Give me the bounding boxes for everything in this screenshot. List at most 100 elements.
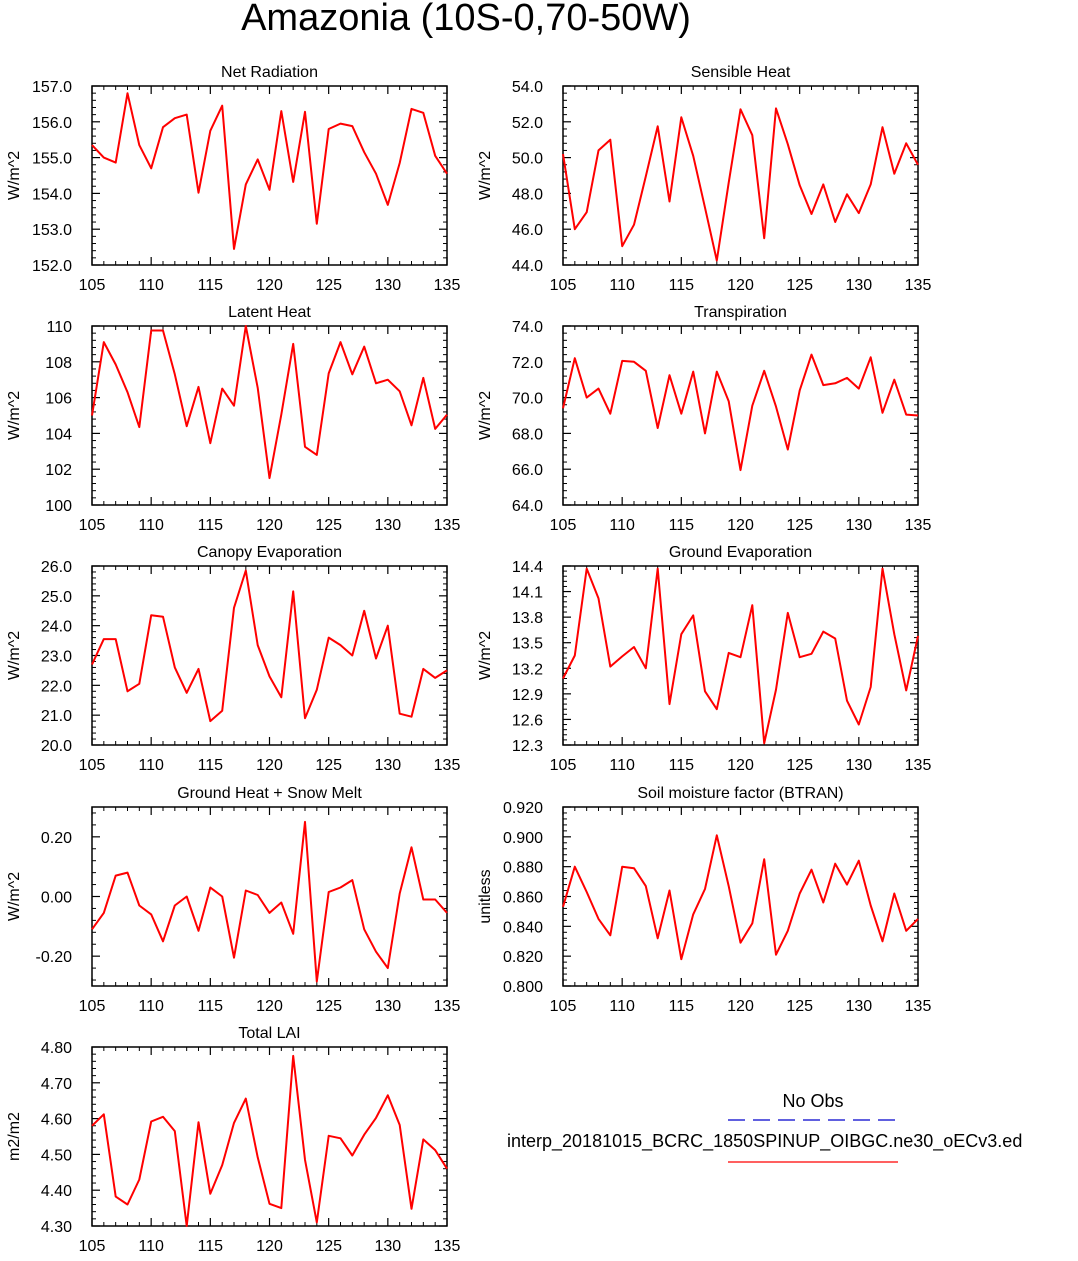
x-tick-label: 110 <box>138 757 164 774</box>
x-tick-label: 135 <box>434 757 461 774</box>
panel-title: Canopy Evaporation <box>197 544 342 561</box>
x-tick-label: 105 <box>79 757 106 774</box>
panel-7: Ground Heat + Snow Melt W/m^2 105 110 115 120… <box>6 785 460 1015</box>
y-axis-label: W/m^2 <box>6 872 23 921</box>
y-tick-label: 14.4 <box>512 559 543 576</box>
y-tick-label: 12.3 <box>512 738 543 755</box>
x-tick-label: 135 <box>905 757 932 774</box>
y-tick-label: 4.60 <box>41 1112 72 1129</box>
x-tick-label: 120 <box>256 517 283 534</box>
y-tick-label: 25.0 <box>41 589 72 606</box>
x-tick-label: 105 <box>79 998 106 1015</box>
y-tick-label: 0.880 <box>503 860 543 877</box>
x-tick-label: 130 <box>374 757 401 774</box>
series-line <box>562 353 919 472</box>
x-tick-label: 130 <box>845 757 872 774</box>
y-tick-label: 50.0 <box>512 151 543 168</box>
x-tick-label: 110 <box>609 277 635 294</box>
y-tick-label: 0.840 <box>503 919 543 936</box>
panel-title: Sensible Heat <box>691 64 791 81</box>
x-tick-label: 135 <box>905 517 932 534</box>
x-tick-label: 105 <box>79 1238 106 1255</box>
y-tick-label: 4.40 <box>41 1183 72 1200</box>
x-tick-label: 110 <box>138 277 164 294</box>
x-tick-label: 125 <box>315 517 342 534</box>
x-tick-label: 130 <box>845 998 872 1015</box>
y-tick-label: 12.6 <box>512 712 543 729</box>
panel-6: Ground Evaporation W/m^2 105 110 115 120 125 13… <box>477 544 931 774</box>
x-tick-label: 120 <box>727 998 754 1015</box>
x-tick-label: 135 <box>434 277 461 294</box>
y-tick-label: 0.20 <box>41 830 72 847</box>
legend: No Obs interp_20181015_BCRC_1850SPINUP_O… <box>507 1091 1022 1163</box>
x-tick-label: 120 <box>256 277 283 294</box>
x-tick-label: 125 <box>315 757 342 774</box>
y-axis-label: unitless <box>477 869 494 923</box>
panels: Net Radiation W/m^2 105 110 115 120 125 130 135 1… <box>6 64 931 1255</box>
y-tick-label: 13.2 <box>512 661 543 678</box>
series-line <box>91 92 448 250</box>
panel-9: Total LAI m2/m2 105 110 115 120 125 130 135 4.30 4… <box>6 1025 460 1255</box>
series-line <box>91 1054 448 1227</box>
y-tick-label: 4.30 <box>41 1219 72 1236</box>
y-tick-label: 22.0 <box>41 678 72 695</box>
x-tick-label: 105 <box>79 277 106 294</box>
x-tick-label: 135 <box>434 517 461 534</box>
y-tick-label: 72.0 <box>512 355 543 372</box>
x-tick-label: 125 <box>786 277 813 294</box>
y-axis-label: W/m^2 <box>477 631 494 680</box>
y-tick-label: 54.0 <box>512 79 543 96</box>
y-tick-label: 68.0 <box>512 426 543 443</box>
panel-2: Sensible Heat W/m^2 105 110 115 120 125 130 135 4… <box>477 64 931 294</box>
y-tick-label: 152.0 <box>32 258 72 275</box>
plot-frame <box>562 325 919 506</box>
x-tick-label: 105 <box>550 517 577 534</box>
series-line <box>562 834 919 961</box>
x-tick-label: 120 <box>727 757 754 774</box>
y-tick-label: 64.0 <box>512 498 543 515</box>
x-tick-label: 120 <box>256 757 283 774</box>
y-tick-label: 52.0 <box>512 115 543 132</box>
y-tick-label: 155.0 <box>32 151 72 168</box>
x-tick-label: 120 <box>727 517 754 534</box>
panel-title: Latent Heat <box>228 304 311 321</box>
y-tick-label: 156.0 <box>32 115 72 132</box>
plot-frame <box>91 806 448 987</box>
plot-frame <box>91 565 448 746</box>
series-line <box>91 325 448 480</box>
figure-title: Amazonia (10S-0,70-50W) <box>241 0 691 39</box>
y-axis-label: m2/m2 <box>6 1112 23 1161</box>
y-tick-label: 154.0 <box>32 186 72 203</box>
x-tick-label: 115 <box>198 277 224 294</box>
panel-1: Net Radiation W/m^2 105 110 115 120 125 130 135 1… <box>6 64 460 294</box>
x-tick-label: 130 <box>845 277 872 294</box>
x-tick-label: 135 <box>905 998 932 1015</box>
x-tick-label: 115 <box>669 277 695 294</box>
y-tick-label: -0.20 <box>36 949 73 966</box>
plot-frame <box>91 85 448 266</box>
y-tick-label: 108 <box>45 355 72 372</box>
y-tick-label: 4.50 <box>41 1147 72 1164</box>
x-tick-label: 125 <box>786 998 813 1015</box>
y-tick-label: 102 <box>45 462 72 479</box>
y-tick-label: 14.1 <box>512 585 543 602</box>
y-tick-label: 23.0 <box>41 649 72 666</box>
x-tick-label: 130 <box>374 1238 401 1255</box>
x-tick-label: 120 <box>256 1238 283 1255</box>
y-tick-label: 100 <box>45 498 72 515</box>
y-tick-label: 110 <box>46 319 72 336</box>
y-tick-label: 12.9 <box>512 687 543 704</box>
y-tick-label: 70.0 <box>512 391 543 408</box>
panel-title: Ground Heat + Snow Melt <box>177 785 362 802</box>
y-tick-label: 48.0 <box>512 186 543 203</box>
x-tick-label: 130 <box>374 517 401 534</box>
panel-title: Total LAI <box>238 1025 300 1042</box>
y-tick-label: 157.0 <box>32 79 72 96</box>
y-tick-label: 26.0 <box>41 559 72 576</box>
x-tick-label: 115 <box>669 757 695 774</box>
y-tick-label: 0.820 <box>503 949 543 966</box>
x-tick-label: 110 <box>138 1238 164 1255</box>
legend-obs-label: No Obs <box>782 1091 843 1111</box>
panel-title: Ground Evaporation <box>669 544 812 561</box>
